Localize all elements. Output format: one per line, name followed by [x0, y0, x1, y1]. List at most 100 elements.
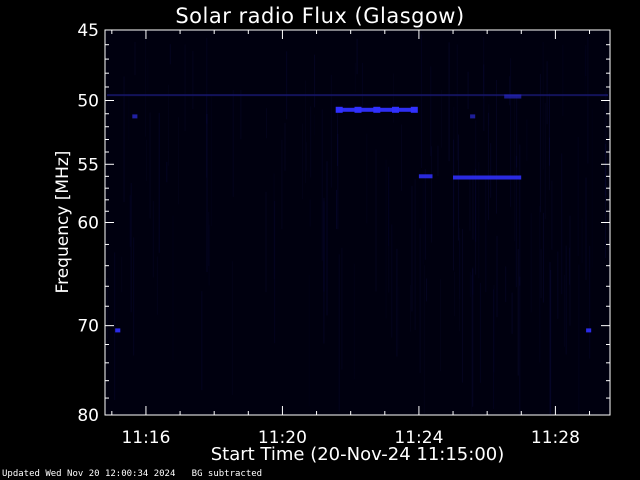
plot-area [105, 30, 610, 415]
texture-streak [488, 104, 490, 126]
texture-streak [490, 143, 492, 198]
x-axis-label: Start Time (20-Nov-24 11:15:00) [210, 444, 505, 465]
texture-streak [323, 201, 325, 292]
y-axis-label: Frequency [MHz] [53, 150, 73, 294]
texture-streak [147, 59, 149, 92]
texture-streak [201, 291, 203, 391]
update-footer: Updated Wed Nov 20 12:00:34 2024 BG subt… [2, 469, 263, 479]
texture-streak [231, 261, 233, 395]
texture-streak [208, 224, 210, 286]
x-tick-label: 11:24 [394, 428, 443, 448]
texture-streak [472, 173, 474, 240]
texture-streak [387, 167, 389, 247]
texture-streak [587, 36, 589, 164]
texture-streak [493, 284, 495, 373]
texture-streak [375, 149, 377, 292]
texture-streak [472, 268, 474, 407]
texture-streak [366, 133, 368, 224]
texture-streak [514, 94, 516, 242]
spectrogram-features [115, 94, 592, 333]
texture-streak [133, 237, 135, 356]
texture-streak [557, 251, 559, 319]
y-tick-label: 60 [77, 214, 99, 234]
texture-streak [577, 136, 579, 257]
texture-streak [479, 282, 481, 383]
texture-streak [456, 44, 458, 161]
texture-streak [483, 37, 485, 99]
texture-streak [423, 265, 425, 414]
texture-streak [305, 142, 307, 171]
texture-streak [361, 62, 363, 113]
texture-streak [604, 85, 606, 196]
texture-streak [548, 93, 550, 166]
texture-streak [563, 274, 565, 347]
texture-streak [505, 266, 507, 303]
texture-streak [410, 284, 412, 332]
texture-streak [440, 89, 442, 148]
texture-streak [206, 114, 208, 272]
texture-streak [321, 109, 323, 261]
texture-streak [472, 266, 474, 295]
texture-streak [550, 270, 552, 414]
texture-streak [208, 211, 210, 266]
texture-streak [544, 102, 546, 219]
texture-streak [411, 185, 413, 312]
texture-streak [562, 44, 564, 116]
texture-streak [152, 200, 154, 278]
texture-streak [426, 278, 428, 302]
texture-streak [485, 176, 487, 293]
texture-streak [172, 215, 174, 361]
texture-streak [510, 58, 512, 207]
texture-streak [337, 110, 339, 166]
texture-streak [496, 235, 498, 318]
y-tick-label: 80 [77, 406, 99, 426]
texture-streak [453, 106, 455, 227]
texture-streak [338, 254, 340, 412]
texture-streak [546, 61, 548, 125]
texture-streak [167, 84, 169, 166]
texture-streak [606, 89, 608, 198]
texture-streak [469, 177, 471, 231]
texture-streak [569, 247, 571, 285]
burst-feature [115, 328, 121, 333]
texture-streak [206, 38, 208, 124]
texture-streak [453, 139, 454, 271]
texture-streak [581, 218, 583, 264]
texture-streak [549, 137, 550, 191]
texture-streak [391, 224, 393, 338]
texture-streak [145, 139, 147, 182]
texture-streak [286, 51, 288, 120]
texture-streak [266, 108, 267, 139]
texture-streak [107, 278, 108, 339]
texture-streak [420, 34, 422, 168]
spectrogram-texture [107, 30, 608, 415]
texture-streak [130, 183, 132, 313]
chart-title: Solar radio Flux (Glasgow) [175, 4, 465, 28]
texture-streak [469, 272, 471, 298]
texture-streak [542, 42, 544, 170]
texture-streak [585, 45, 587, 76]
x-tick-label: 11:20 [258, 428, 307, 448]
texture-streak [549, 262, 551, 415]
texture-streak [158, 112, 160, 253]
texture-streak [561, 153, 563, 295]
texture-streak [459, 238, 461, 300]
texture-streak [166, 161, 168, 183]
texture-streak [401, 124, 402, 191]
texture-streak [314, 54, 316, 108]
texture-streak [210, 94, 212, 226]
texture-streak [353, 263, 355, 380]
texture-streak [471, 274, 473, 415]
texture-streak [439, 279, 441, 372]
texture-streak [578, 264, 580, 415]
texture-streak [585, 177, 587, 280]
burst-feature [504, 94, 522, 99]
texture-streak [511, 292, 513, 334]
texture-streak [519, 276, 521, 415]
texture-streak [145, 30, 147, 137]
burst-feature [453, 175, 522, 180]
texture-streak [273, 173, 275, 280]
texture-streak [458, 227, 460, 332]
texture-streak [356, 38, 358, 75]
texture-streak [424, 169, 426, 260]
